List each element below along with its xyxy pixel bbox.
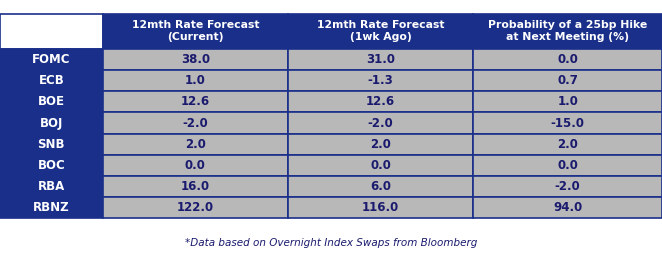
Bar: [473, 197, 662, 218]
Text: -2.0: -2.0: [183, 117, 208, 130]
Bar: [288, 197, 473, 218]
Bar: [103, 176, 288, 197]
Bar: [473, 70, 662, 91]
Text: FOMC: FOMC: [32, 53, 71, 66]
Bar: [288, 134, 473, 155]
Text: 0.0: 0.0: [557, 53, 578, 66]
Text: BOC: BOC: [38, 159, 65, 172]
Text: (1wk Ago): (1wk Ago): [350, 32, 412, 42]
Text: 0.0: 0.0: [557, 159, 578, 172]
Bar: [473, 14, 662, 49]
Text: SNB: SNB: [38, 138, 65, 151]
Text: 2.0: 2.0: [557, 138, 578, 151]
Bar: [0, 70, 103, 91]
Text: BOE: BOE: [38, 95, 65, 108]
Text: 2.0: 2.0: [370, 138, 391, 151]
Bar: [0, 49, 103, 70]
Bar: [473, 176, 662, 197]
Bar: [103, 197, 288, 218]
Text: -2.0: -2.0: [368, 117, 393, 130]
Bar: [473, 155, 662, 176]
Bar: [473, 112, 662, 134]
Text: 12mth Rate Forecast: 12mth Rate Forecast: [317, 20, 444, 30]
Bar: [0, 155, 103, 176]
Bar: [103, 155, 288, 176]
Text: 12mth Rate Forecast: 12mth Rate Forecast: [132, 20, 259, 30]
Bar: [288, 70, 473, 91]
Bar: [288, 91, 473, 112]
Bar: [0, 197, 103, 218]
Bar: [0, 112, 103, 134]
Text: 0.7: 0.7: [557, 74, 578, 87]
Text: 12.6: 12.6: [366, 95, 395, 108]
Bar: [473, 91, 662, 112]
Bar: [288, 112, 473, 134]
Text: 1.0: 1.0: [185, 74, 206, 87]
Bar: [103, 134, 288, 155]
Text: 0.0: 0.0: [370, 159, 391, 172]
Text: RBA: RBA: [38, 180, 65, 193]
Text: 6.0: 6.0: [370, 180, 391, 193]
Text: 94.0: 94.0: [553, 201, 583, 214]
Bar: [103, 70, 288, 91]
Text: 2.0: 2.0: [185, 138, 206, 151]
Text: (Current): (Current): [167, 32, 224, 42]
Bar: [103, 91, 288, 112]
Text: 16.0: 16.0: [181, 180, 210, 193]
Bar: [103, 112, 288, 134]
Text: BOJ: BOJ: [40, 117, 63, 130]
Text: 122.0: 122.0: [177, 201, 214, 214]
Bar: [473, 134, 662, 155]
Text: -15.0: -15.0: [551, 117, 585, 130]
Bar: [103, 14, 288, 49]
Text: RBNZ: RBNZ: [33, 201, 70, 214]
Text: 31.0: 31.0: [366, 53, 395, 66]
Bar: [103, 49, 288, 70]
Bar: [0, 14, 103, 49]
Text: 12.6: 12.6: [181, 95, 210, 108]
Bar: [288, 49, 473, 70]
Text: Probability of a 25bp Hike: Probability of a 25bp Hike: [488, 20, 647, 30]
Bar: [473, 49, 662, 70]
Text: -2.0: -2.0: [555, 180, 581, 193]
Text: -1.3: -1.3: [368, 74, 393, 87]
Text: at Next Meeting (%): at Next Meeting (%): [506, 32, 629, 42]
Bar: [288, 176, 473, 197]
Bar: [288, 155, 473, 176]
Text: 0.0: 0.0: [185, 159, 206, 172]
Text: 1.0: 1.0: [557, 95, 578, 108]
Bar: [0, 134, 103, 155]
Bar: [288, 14, 473, 49]
Text: *Data based on Overnight Index Swaps from Bloomberg: *Data based on Overnight Index Swaps fro…: [185, 238, 477, 248]
Text: 38.0: 38.0: [181, 53, 210, 66]
Bar: [0, 91, 103, 112]
Text: 116.0: 116.0: [362, 201, 399, 214]
Text: ECB: ECB: [38, 74, 64, 87]
Bar: [0, 176, 103, 197]
